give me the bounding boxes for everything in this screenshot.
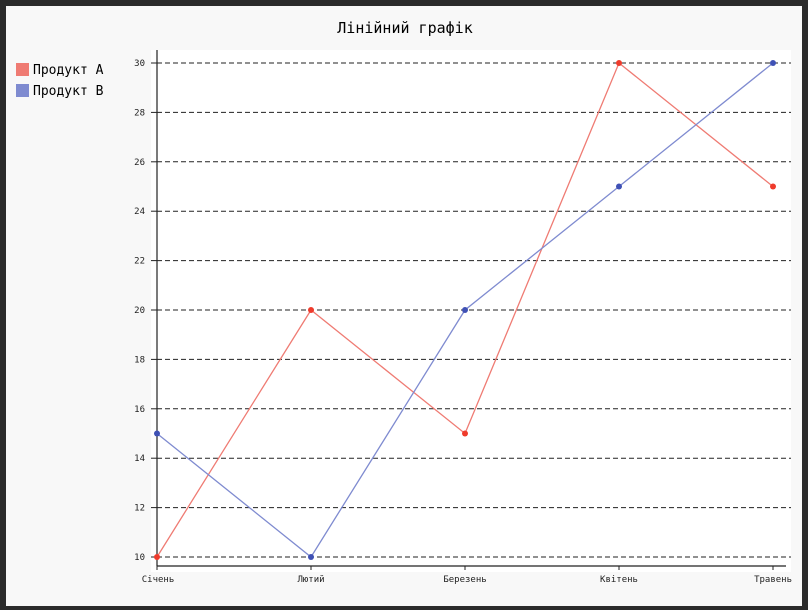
series-layer (154, 60, 776, 560)
y-tick-label: 16 (134, 405, 145, 415)
legend-swatch (16, 84, 29, 97)
x-tick-label: Січень (142, 575, 175, 585)
y-tick-label: 10 (134, 553, 145, 563)
chart-frame: Лінійний графік Продукт A Продукт B 10 12 1… (6, 6, 802, 606)
x-tick-label: Квітень (600, 575, 638, 585)
y-tick-label: 14 (134, 454, 145, 464)
data-point (462, 430, 468, 437)
axes: 10 12 14 16 18 20 22 24 26 28 30 Січень Лютий Березен… (134, 50, 792, 585)
data-point (462, 307, 468, 313)
x-tick-label: Лютий (297, 575, 324, 585)
legend-swatch (16, 63, 29, 76)
data-point (770, 183, 776, 190)
data-point (154, 430, 160, 437)
data-point (308, 307, 314, 313)
legend-label: Продукт B (33, 84, 104, 99)
data-point (308, 554, 314, 560)
data-point (616, 60, 622, 66)
x-tick-label: Березень (443, 575, 486, 585)
y-tick-label: 26 (134, 158, 145, 168)
chart-title: Лінійний графік (337, 19, 472, 37)
y-tick-label: 20 (134, 306, 145, 316)
y-tick-label: 24 (134, 207, 145, 217)
plot-background (151, 50, 791, 572)
data-point (154, 554, 160, 560)
y-tick-label: 22 (134, 257, 145, 267)
x-tick-label: Травень (754, 575, 792, 585)
grid-lines (157, 62, 791, 558)
y-tick-label: 28 (134, 108, 145, 118)
data-point (616, 183, 622, 190)
y-tick-label: 12 (134, 504, 145, 514)
legend: Продукт A Продукт B (16, 63, 104, 99)
data-point (770, 60, 776, 66)
legend-label: Продукт A (33, 63, 104, 78)
y-tick-label: 30 (134, 59, 145, 69)
y-tick-label: 18 (134, 355, 145, 365)
